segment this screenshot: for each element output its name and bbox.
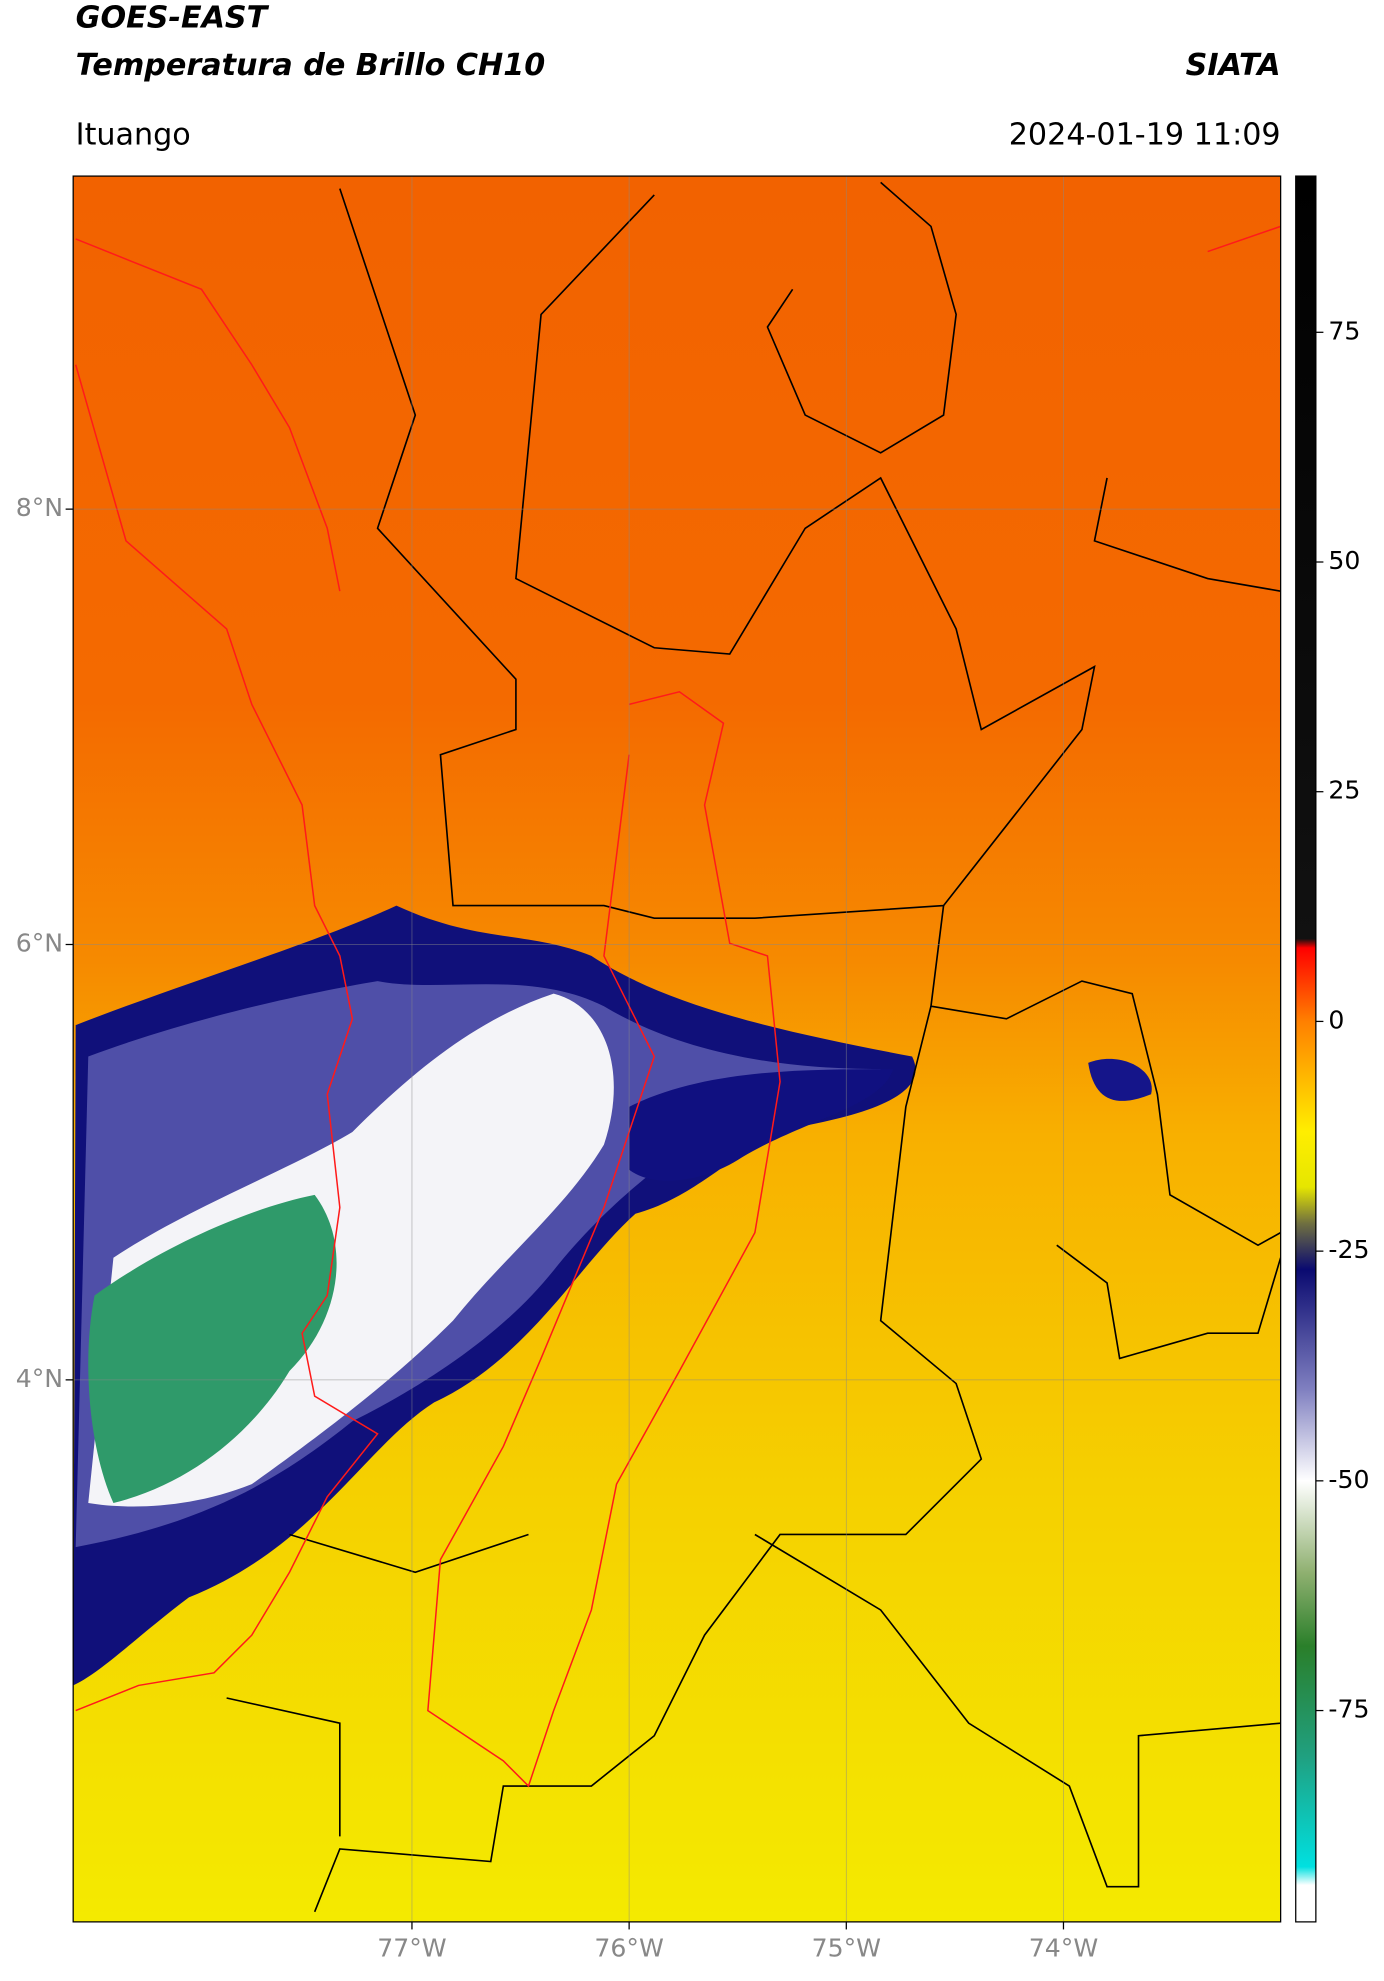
x-tick-label: 77°W [377, 1934, 447, 1963]
datetime: 2024-01-19 11:09 [1009, 117, 1281, 152]
y-tick-label: 8°N [16, 493, 63, 522]
map-frame [72, 175, 1282, 1923]
x-tick-label: 74°W [1029, 1934, 1099, 1963]
map [73, 176, 1281, 1922]
y-tick-label: 4°N [16, 1364, 63, 1393]
colorbar-tick-label: -75 [1328, 1695, 1369, 1724]
x-tick-label: 75°W [812, 1934, 882, 1963]
brand: SIATA [1186, 48, 1281, 83]
colorbar-tick-label: -50 [1328, 1465, 1369, 1494]
subtitle: Temperatura de Brillo CH10 [76, 48, 546, 83]
colorbar-tick-label: 50 [1328, 546, 1360, 575]
colorbar-tick-label: 75 [1328, 316, 1360, 345]
colorbar-tick-label: 0 [1328, 1005, 1344, 1034]
y-tick-label: 6°N [16, 929, 63, 958]
grid [73, 176, 1281, 1922]
title: GOES-EAST [76, 0, 270, 35]
x-tick-label: 76°W [594, 1934, 664, 1963]
colorbar-tick-label: -25 [1328, 1235, 1369, 1264]
colorbar-tick-label: 25 [1328, 776, 1360, 805]
colorbar [1295, 175, 1317, 1923]
location: Ituango [76, 117, 191, 152]
